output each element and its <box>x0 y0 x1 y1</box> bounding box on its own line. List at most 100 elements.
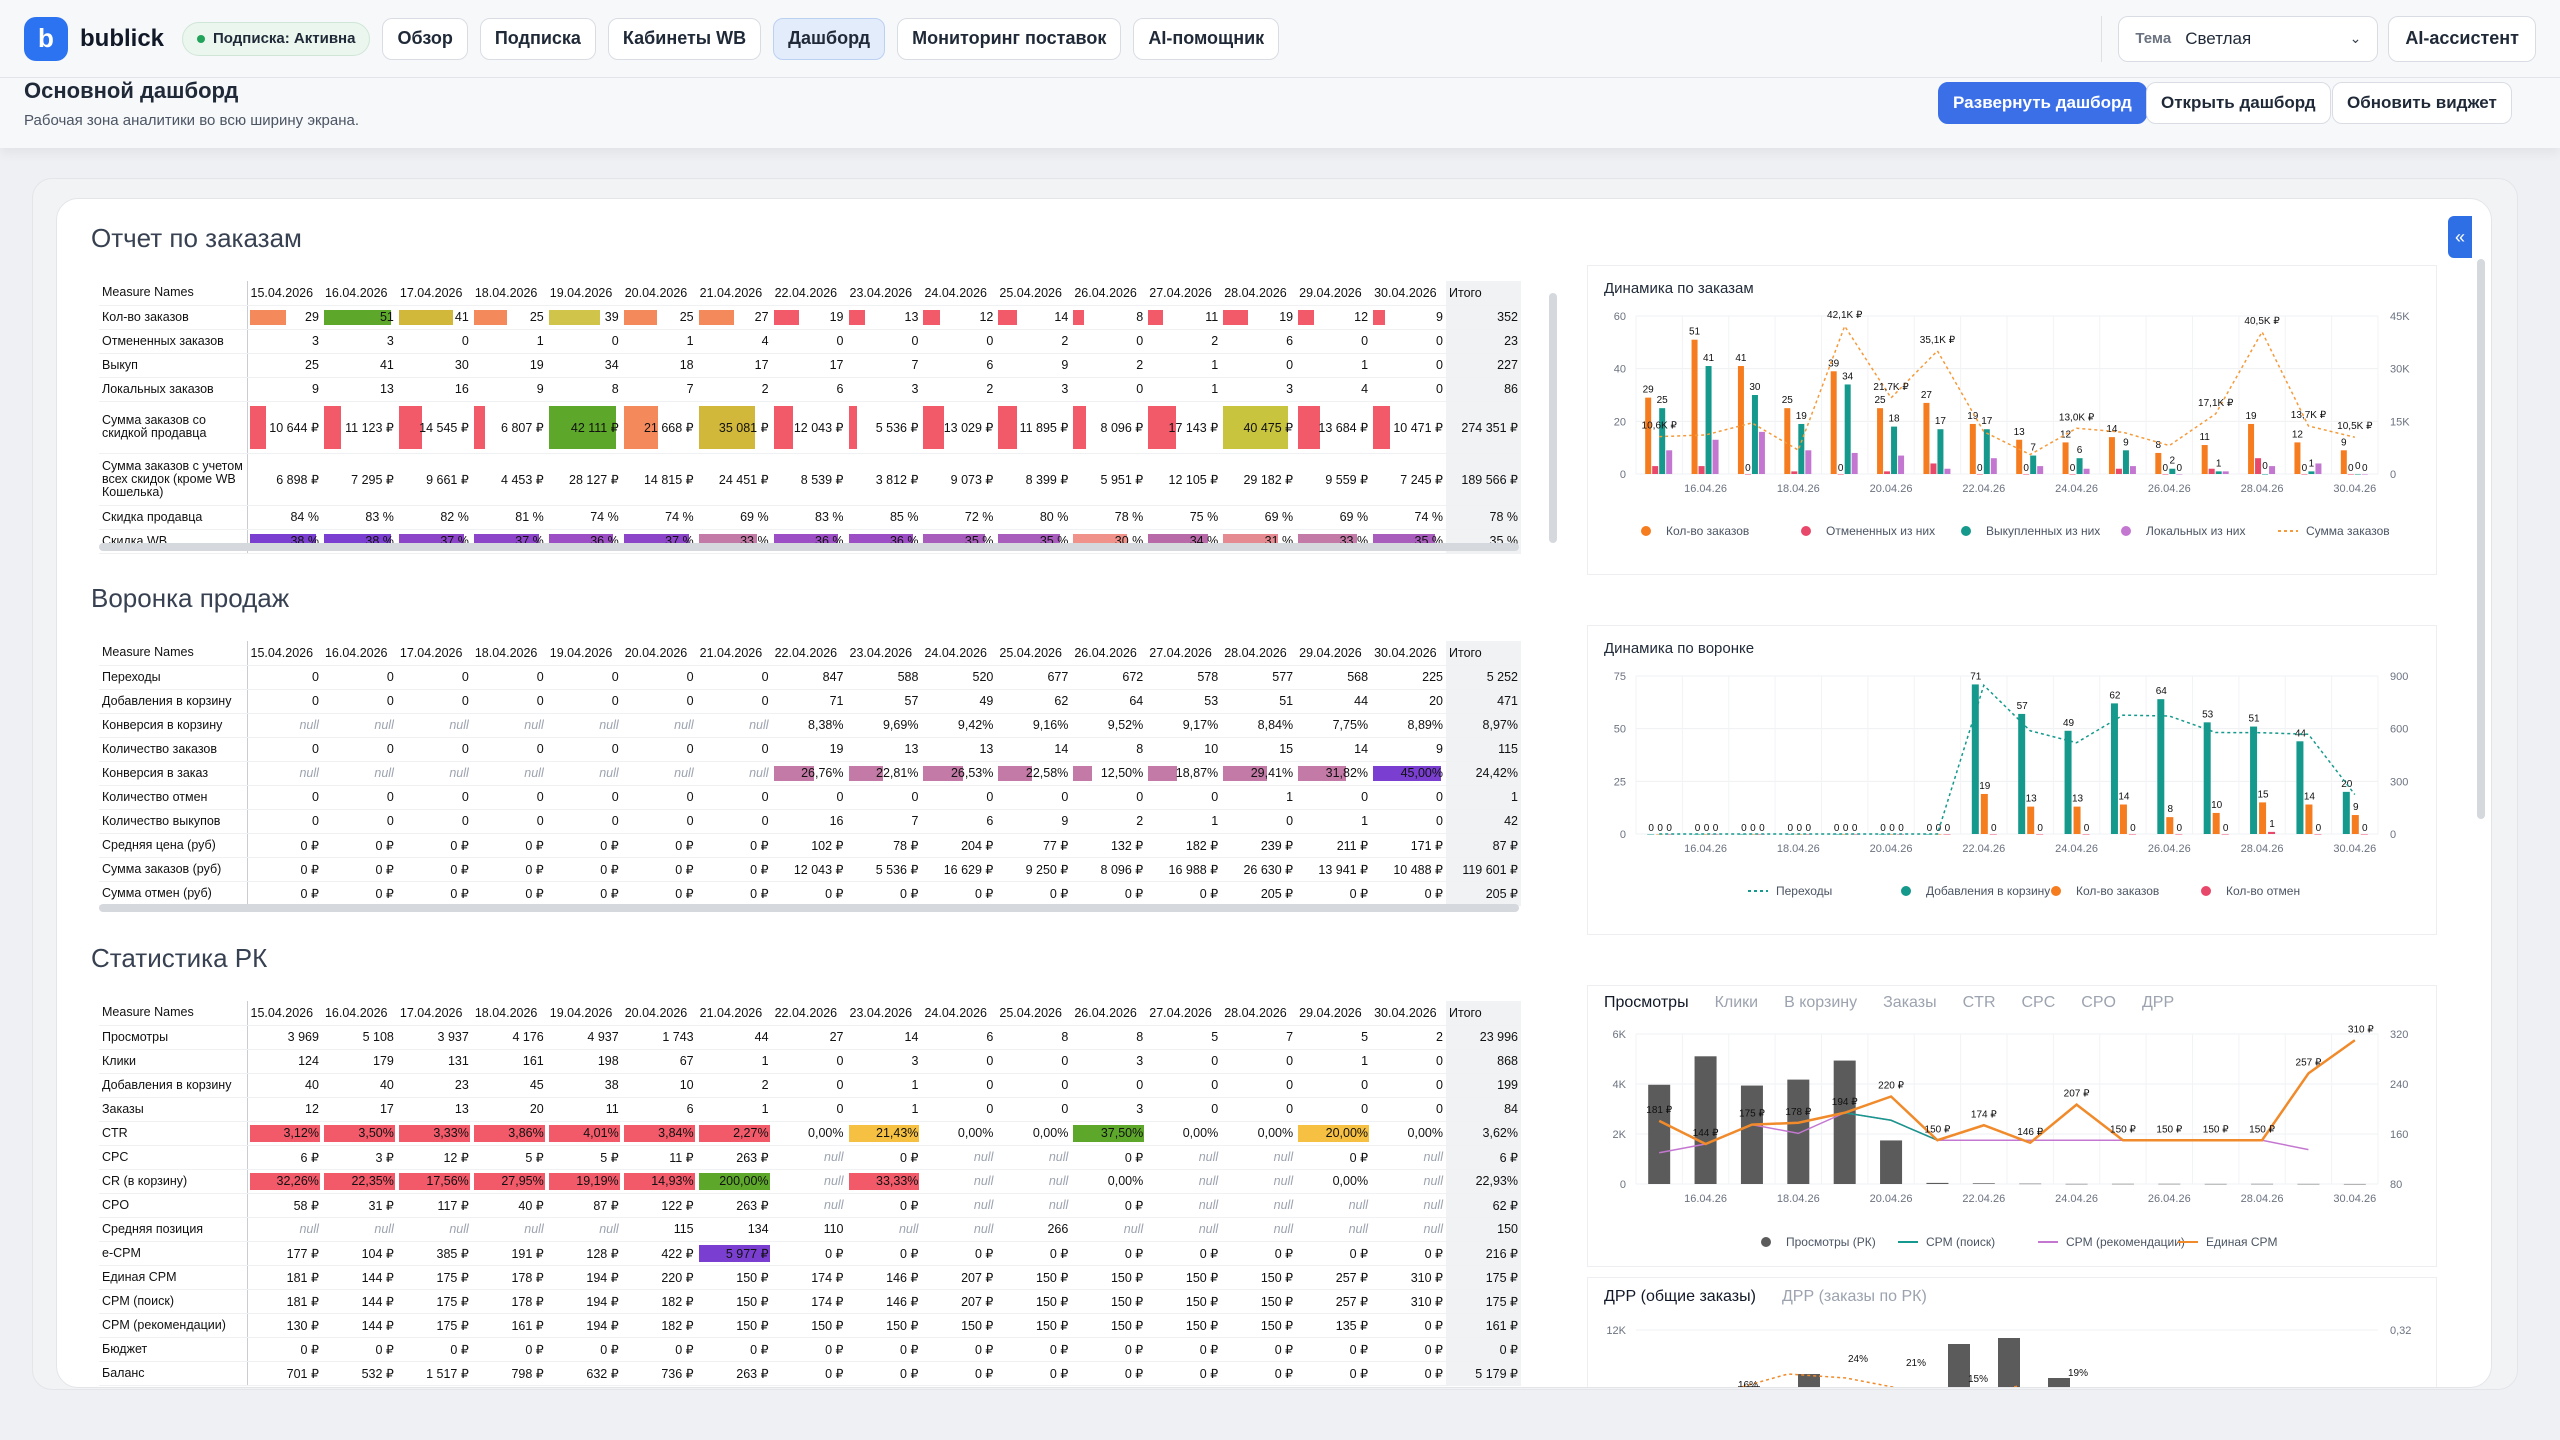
bar[interactable] <box>1830 371 1837 474</box>
bar[interactable] <box>2297 1183 2320 1185</box>
nav-supply-monitoring[interactable]: Мониторинг поставок <box>897 17 1122 60</box>
bar[interactable] <box>2155 452 2162 474</box>
bar[interactable] <box>2354 474 2361 475</box>
horizontal-scrollbar[interactable] <box>99 904 1519 912</box>
bar[interactable] <box>2027 806 2035 834</box>
column-header-total[interactable]: Итого <box>1446 281 1521 306</box>
bar[interactable] <box>2175 834 2183 835</box>
column-header[interactable]: 19.04.2026 <box>546 641 622 666</box>
bar[interactable] <box>1737 366 1744 474</box>
column-header[interactable]: 17.04.2026 <box>396 1001 472 1026</box>
bar[interactable] <box>1744 474 1751 475</box>
column-header[interactable]: 17.04.2026 <box>396 281 472 306</box>
bar[interactable] <box>2204 1183 2227 1185</box>
column-header[interactable]: 28.04.2026 <box>1221 641 1297 666</box>
bar[interactable] <box>2340 450 2347 474</box>
column-header[interactable]: 15.04.2026 <box>247 281 322 306</box>
bar[interactable] <box>1948 1344 1970 1388</box>
bar[interactable] <box>1698 466 1705 474</box>
bar[interactable] <box>2119 804 2127 834</box>
column-header[interactable]: 18.04.2026 <box>471 281 547 306</box>
bar[interactable] <box>2157 699 2165 834</box>
bar[interactable] <box>2203 722 2211 834</box>
bar[interactable] <box>1647 834 1655 835</box>
horizontal-scrollbar[interactable] <box>99 543 1519 551</box>
column-header[interactable]: 19.04.2026 <box>546 281 622 306</box>
column-header[interactable]: 20.04.2026 <box>621 281 697 306</box>
bar[interactable] <box>1666 450 1673 474</box>
bar[interactable] <box>2158 1183 2181 1185</box>
refresh-widget-button[interactable]: Обновить виджет <box>2332 82 2512 124</box>
column-header[interactable]: 20.04.2026 <box>621 1001 697 1026</box>
column-header[interactable]: 29.04.2026 <box>1296 281 1372 306</box>
bar[interactable] <box>1983 429 1990 474</box>
bar[interactable] <box>2076 458 2083 474</box>
bar[interactable] <box>2083 468 2090 474</box>
bar[interactable] <box>1648 1084 1671 1184</box>
drr-line[interactable] <box>1678 1373 2019 1388</box>
bar[interactable] <box>2351 815 2359 834</box>
bar[interactable] <box>2262 474 2269 475</box>
column-header[interactable]: 18.04.2026 <box>471 641 547 666</box>
tab-views[interactable]: Просмотры <box>1604 994 1689 1011</box>
column-header[interactable]: 25.04.2026 <box>996 641 1072 666</box>
ai-assistant-button[interactable]: AI-ассистент <box>2388 15 2536 62</box>
bar[interactable] <box>1972 1183 1995 1184</box>
bar[interactable] <box>2221 834 2229 835</box>
nav-overview[interactable]: Обзор <box>382 17 468 60</box>
bar[interactable] <box>2030 455 2037 474</box>
bar[interactable] <box>1944 468 1951 474</box>
bar[interactable] <box>2065 1183 2088 1185</box>
funnel-table[interactable]: Measure Names 15.04.2026 16.04.2026 17.04.2… <box>99 641 1569 906</box>
bar[interactable] <box>2048 1378 2070 1388</box>
bar[interactable] <box>1837 474 1844 475</box>
bar[interactable] <box>2301 474 2308 475</box>
column-header[interactable]: 18.04.2026 <box>471 1001 547 1026</box>
column-header[interactable]: 29.04.2026 <box>1296 1001 1372 1026</box>
bar[interactable] <box>1943 834 1951 835</box>
column-header[interactable]: 24.04.2026 <box>921 1001 997 1026</box>
bar[interactable] <box>1665 834 1673 835</box>
bar[interactable] <box>1880 1140 1903 1184</box>
vertical-scrollbar[interactable] <box>1549 293 1557 543</box>
bar[interactable] <box>2069 474 2076 475</box>
bar[interactable] <box>1798 1374 1820 1388</box>
cpm-line[interactable] <box>1658 1039 2356 1146</box>
bar[interactable] <box>2169 468 2176 474</box>
tab-ctr[interactable]: CTR <box>1962 994 1996 1011</box>
tab-cpc[interactable]: CPC <box>2021 994 2056 1011</box>
bar[interactable] <box>1976 474 1983 475</box>
column-header[interactable]: Measure Names <box>99 1001 248 1026</box>
column-header[interactable]: 15.04.2026 <box>247 1001 322 1026</box>
column-header[interactable]: 20.04.2026 <box>621 641 697 666</box>
column-header[interactable]: 27.04.2026 <box>1146 641 1222 666</box>
column-header[interactable]: 26.04.2026 <box>1071 641 1147 666</box>
bar[interactable] <box>2296 741 2304 834</box>
bar[interactable] <box>2255 458 2262 474</box>
bar[interactable] <box>2129 466 2136 474</box>
bar[interactable] <box>1884 471 1891 474</box>
bar[interactable] <box>1645 397 1652 474</box>
column-header[interactable]: 16.04.2026 <box>321 281 397 306</box>
bar[interactable] <box>2166 817 2174 834</box>
bar[interactable] <box>1805 450 1812 474</box>
bar[interactable] <box>1748 834 1756 835</box>
column-header[interactable]: 26.04.2026 <box>1071 281 1147 306</box>
bar[interactable] <box>2108 437 2115 474</box>
bar[interactable] <box>1798 423 1805 474</box>
bar[interactable] <box>1791 471 1798 474</box>
bar[interactable] <box>1989 834 1997 835</box>
bar[interactable] <box>1990 458 1997 474</box>
bar[interactable] <box>2019 1183 2042 1185</box>
bar[interactable] <box>1738 1386 1760 1388</box>
bar[interactable] <box>2115 468 2122 474</box>
collapse-panel-icon[interactable]: « <box>2448 216 2472 258</box>
bar[interactable] <box>2037 466 2044 474</box>
bar[interactable] <box>1694 1056 1717 1184</box>
bar[interactable] <box>1998 1338 2020 1388</box>
bar[interactable] <box>2201 445 2208 474</box>
bar[interactable] <box>2251 1183 2274 1185</box>
orders-table[interactable]: Measure Names 15.04.2026 16.04.2026 17.04.2… <box>99 281 1569 554</box>
column-header-total[interactable]: Итого <box>1446 641 1521 666</box>
bar[interactable] <box>2016 439 2023 474</box>
